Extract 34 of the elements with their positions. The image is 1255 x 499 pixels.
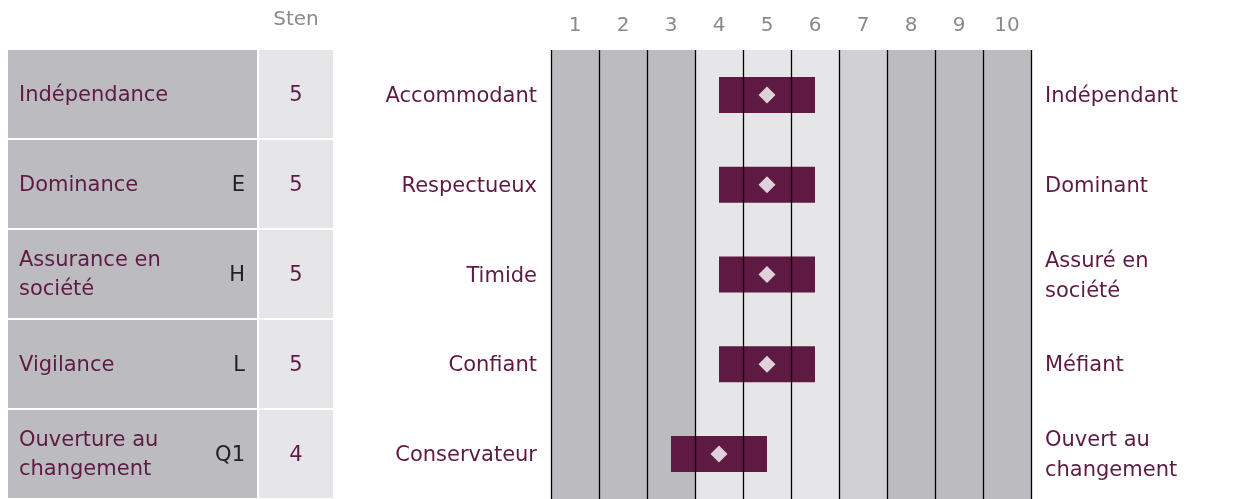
x-tick-label: 8 [904, 12, 918, 36]
x-tick-label: 7 [856, 12, 870, 36]
y2-tick-label: Méfiant [1045, 352, 1124, 377]
text: Indépendance [19, 80, 170, 108]
y2-tick-label: Indépendant [1045, 82, 1179, 107]
x-tick-label: 5 [760, 12, 774, 36]
text: 5 [259, 140, 333, 228]
y2-tick-label: Ouvert au changement [1045, 427, 1178, 482]
y2-tick-label: Assuré en société [1045, 247, 1156, 302]
x-tick-label: 1 [568, 12, 582, 36]
y2-tick-label: Dominant [1045, 172, 1149, 197]
text: 4 [259, 410, 333, 498]
x-tick-label: 2 [616, 12, 630, 36]
text: Q1 [215, 441, 245, 468]
x-tick-label: 4 [712, 12, 726, 36]
text: Sten [272, 6, 320, 30]
x-tick-label: 10 [994, 12, 1020, 36]
y-tick-label: Accommodant [385, 82, 537, 107]
text: 5 [259, 320, 333, 408]
x-tick-label: 9 [952, 12, 966, 36]
text: L [233, 351, 245, 378]
y-tick-label: Confiant [448, 352, 537, 377]
x-tick-label: 6 [808, 12, 822, 36]
text: 5 [259, 230, 333, 318]
x-tick-label: 3 [664, 12, 678, 36]
text: Ouverture au changement [19, 426, 160, 482]
y-tick-label: Respectueux [401, 172, 537, 197]
text: Vigilance [19, 350, 116, 378]
text: Assurance en société [19, 246, 162, 302]
text: E [231, 171, 245, 198]
y-tick-label: Conservateur [395, 442, 538, 467]
text: H [229, 261, 245, 288]
y-tick-label: Timide [465, 262, 537, 287]
text: Dominance [19, 170, 140, 198]
